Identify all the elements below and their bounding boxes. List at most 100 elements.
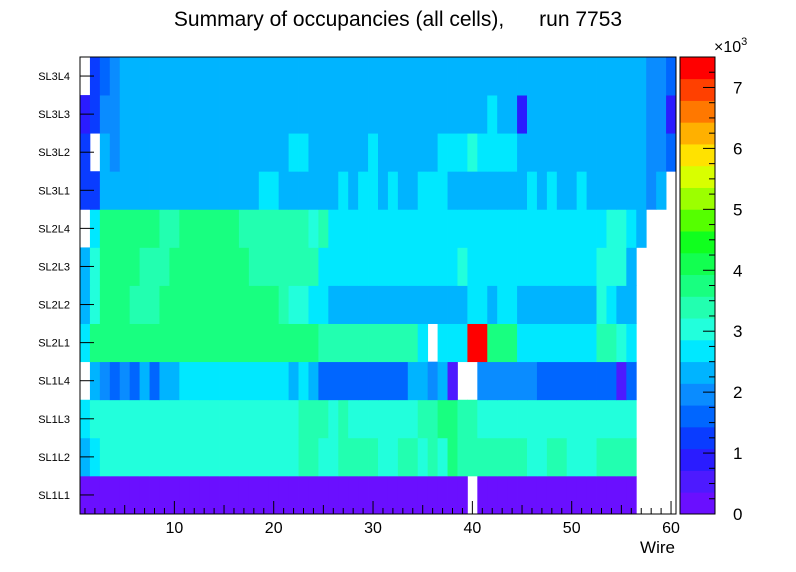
heatmap-cell <box>576 209 587 248</box>
heatmap-cell <box>527 57 538 96</box>
heatmap-cell <box>109 361 121 401</box>
colorbar-segment <box>680 296 715 319</box>
heatmap-cell <box>437 247 448 286</box>
heatmap-cell <box>517 209 528 248</box>
heatmap-cell <box>606 475 617 515</box>
colorbar-tick-label: 2 <box>733 383 742 402</box>
heatmap-cell <box>437 171 448 210</box>
heatmap-cell <box>656 133 667 172</box>
heatmap-cell <box>258 209 270 248</box>
heatmap-cell <box>258 361 270 401</box>
heatmap-cell <box>616 285 627 324</box>
heatmap-cell <box>616 209 627 248</box>
heatmap-cell <box>497 57 508 96</box>
heatmap-cell <box>596 437 607 477</box>
heatmap-cell <box>169 57 180 96</box>
heatmap-cell <box>586 399 597 439</box>
heatmap-cell <box>487 95 498 134</box>
heatmap-cell <box>318 209 329 248</box>
heatmap-cell <box>308 399 319 439</box>
x-tick-label: 20 <box>265 520 283 537</box>
heatmap-cell <box>616 361 627 401</box>
heatmap-cell <box>338 133 349 172</box>
heatmap-cell <box>278 323 289 363</box>
heatmap-cell <box>99 361 111 401</box>
heatmap-cell <box>229 247 240 286</box>
heatmap-cell <box>238 361 250 401</box>
heatmap-cell <box>527 133 538 172</box>
heatmap-cell <box>119 285 131 324</box>
heatmap-cell <box>586 95 597 134</box>
heatmap-cell <box>477 399 488 439</box>
heatmap-cell <box>149 95 160 134</box>
heatmap-cell <box>348 399 359 439</box>
heatmap-cell <box>546 133 558 172</box>
heatmap-cell <box>457 285 468 324</box>
heatmap-cell <box>586 361 597 401</box>
heatmap-cell <box>517 285 528 324</box>
heatmap-cell <box>338 437 349 477</box>
heatmap-cell <box>368 285 379 324</box>
colorbar-segment <box>680 426 715 450</box>
heatmap-cell <box>298 399 309 439</box>
heatmap-cell <box>89 437 101 477</box>
heatmap-cell <box>179 95 190 134</box>
heatmap-cell <box>556 247 568 286</box>
heatmap-cell <box>268 475 280 515</box>
heatmap-cell <box>527 323 538 363</box>
heatmap-cell <box>507 285 518 324</box>
heatmap-cell <box>407 95 419 134</box>
heatmap-cell <box>308 475 319 515</box>
heatmap-cell <box>447 209 458 248</box>
heatmap-cell <box>536 361 548 401</box>
heatmap-cell <box>209 57 220 96</box>
heatmap-cell <box>378 247 389 286</box>
heatmap-cell <box>199 361 210 401</box>
heatmap-cell <box>268 57 280 96</box>
heatmap-cell <box>626 399 637 439</box>
heatmap-cell <box>268 437 280 477</box>
heatmap-cell <box>507 475 518 515</box>
heatmap-cell <box>358 209 369 248</box>
heatmap-cell <box>457 247 468 286</box>
heatmap-cell <box>586 171 597 210</box>
heatmap-cell <box>576 323 587 363</box>
heatmap-cell <box>159 57 170 96</box>
heatmap-cell <box>616 399 627 439</box>
heatmap-cell <box>507 133 518 172</box>
heatmap-cell <box>199 437 210 477</box>
heatmap-cell <box>407 475 419 515</box>
heatmap-cell <box>517 95 528 134</box>
heatmap-cell <box>238 209 250 248</box>
y-tick-label: SL2L2 <box>38 300 70 312</box>
heatmap-cell <box>447 361 458 401</box>
heatmap-cell <box>159 95 170 134</box>
heatmap-cell <box>209 133 220 172</box>
heatmap-cell <box>417 361 429 401</box>
heatmap-cell <box>576 399 587 439</box>
heatmap-cell <box>397 285 409 324</box>
heatmap-cell <box>596 361 607 401</box>
colorbar-segment <box>680 383 715 406</box>
heatmap-cell <box>427 133 438 172</box>
heatmap-cell <box>258 285 270 324</box>
heatmap-cell <box>258 95 270 134</box>
heatmap-cell <box>387 475 399 515</box>
heatmap-cell <box>576 361 587 401</box>
heatmap-cell <box>497 171 508 210</box>
heatmap-cell <box>527 95 538 134</box>
heatmap-cell <box>308 361 319 401</box>
heatmap-cell <box>556 57 568 96</box>
heatmap-cell <box>238 399 250 439</box>
heatmap-cell <box>646 95 657 134</box>
heatmap-cell <box>566 57 578 96</box>
heatmap-cell <box>517 171 528 210</box>
heatmap-cell <box>209 437 220 477</box>
heatmap-cell <box>527 209 538 248</box>
heatmap-cell <box>387 95 399 134</box>
heatmap-cell <box>477 133 488 172</box>
heatmap-cell <box>109 95 121 134</box>
heatmap-cell <box>229 133 240 172</box>
heatmap-cell <box>457 323 468 363</box>
heatmap-cell <box>427 247 438 286</box>
